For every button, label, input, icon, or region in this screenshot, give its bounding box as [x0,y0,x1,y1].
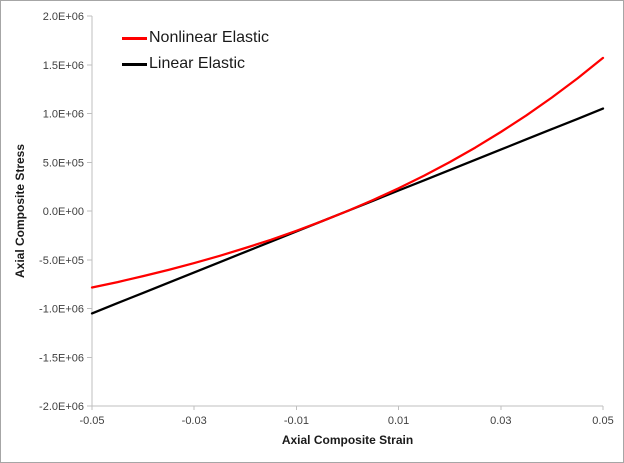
y-tick-label: -5.0E+05 [39,255,84,267]
x-tick-label: -0.05 [79,415,104,427]
y-tick-label: -2.0E+06 [39,401,84,413]
y-tick-label: -1.5E+06 [39,352,84,364]
legend-entry-nonlinear-elastic: Nonlinear Elastic [122,25,269,51]
y-tick-label: 1.5E+06 [43,60,84,72]
legend: Nonlinear Elastic Linear Elastic [122,25,269,77]
x-axis-title: Axial Composite Strain [281,433,414,447]
y-tick-label: 0.0E+00 [43,206,84,218]
x-tick-label: -0.01 [284,415,309,427]
x-tick-label: 0.05 [592,415,613,427]
x-tick-label: 0.01 [388,415,409,427]
y-tick-label: 5.0E+05 [43,157,84,169]
x-tick-label: -0.03 [182,415,207,427]
x-tick-label: 0.03 [490,415,511,427]
y-tick-label: 2.0E+06 [43,11,84,23]
legend-label-nonlinear-elastic: Nonlinear Elastic [149,29,270,46]
y-tick-label: -1.0E+06 [39,304,84,316]
y-axis-title: Axial Composite Stress [13,143,27,279]
legend-entry-linear-elastic: Linear Elastic [122,51,269,77]
nonlinear-elastic-line-swatch [122,36,147,40]
y-tick-label: 1.0E+06 [43,109,84,121]
series-line-nonlinear-elastic [90,56,605,289]
legend-label-linear-elastic: Linear Elastic [149,55,246,72]
linear-elastic-line-swatch [122,62,147,66]
